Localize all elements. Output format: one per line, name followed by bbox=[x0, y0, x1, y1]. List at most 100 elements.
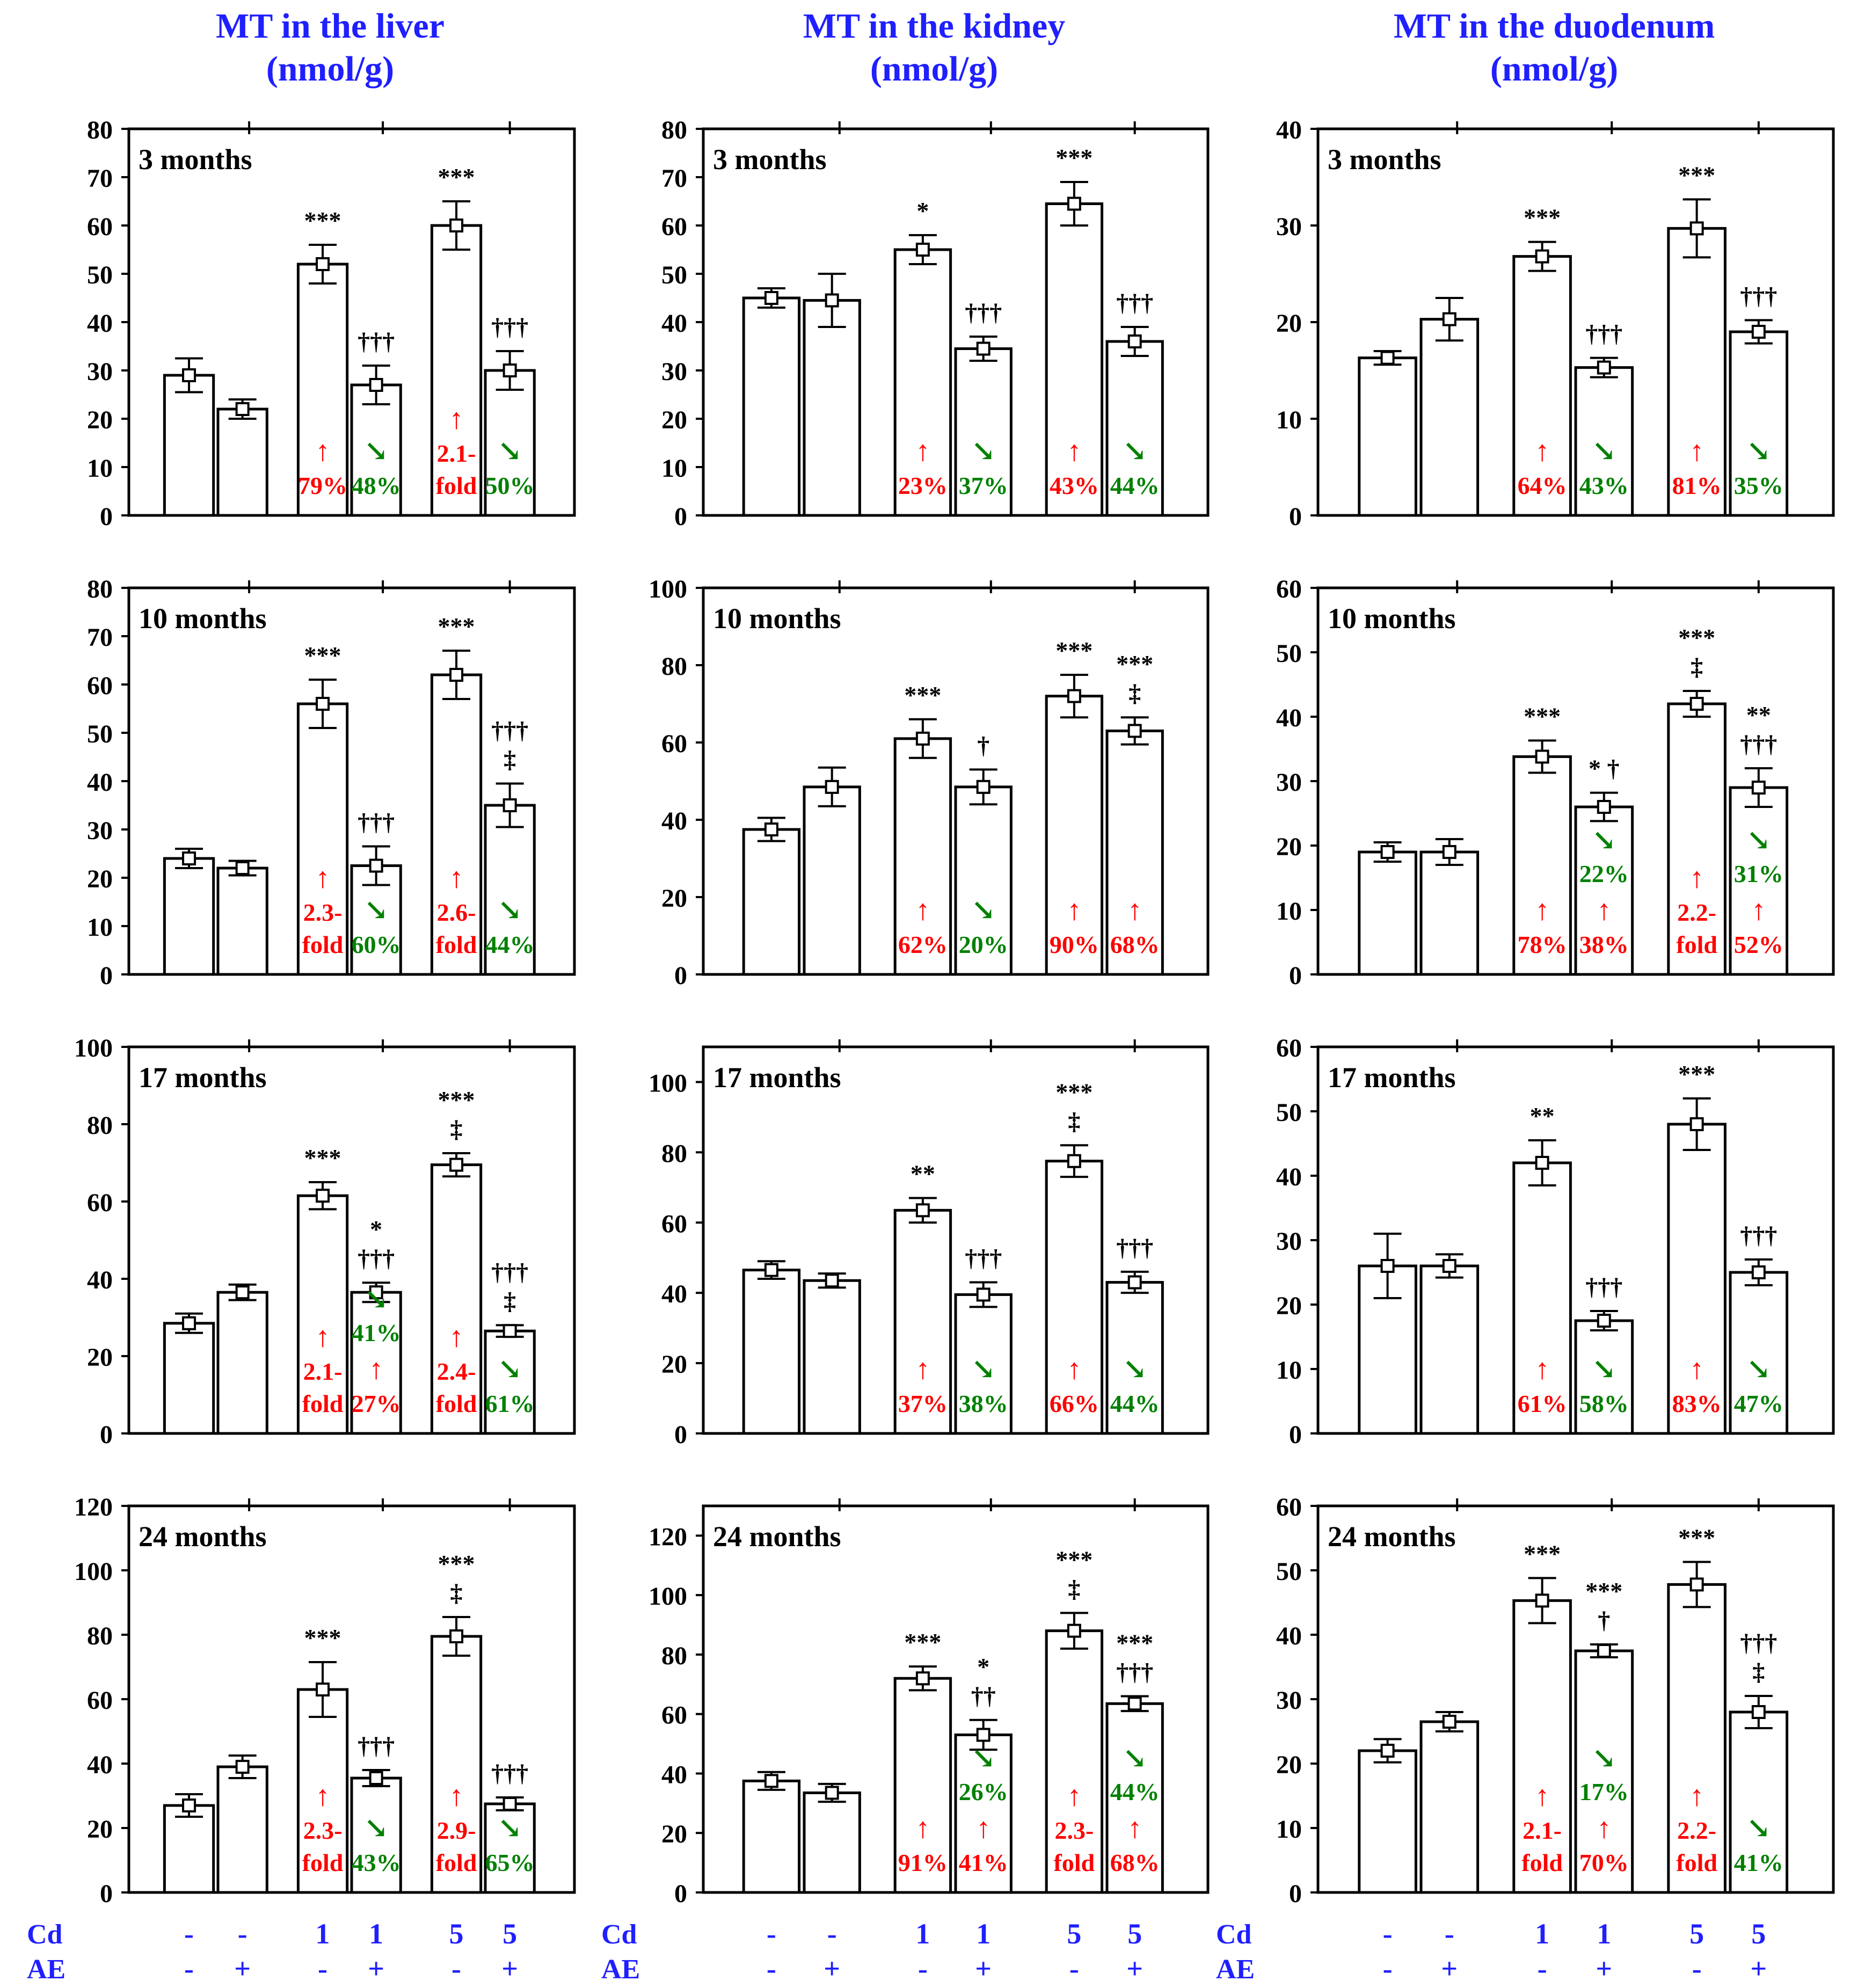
chart-kidney-17months-change-label-5-0: 44% bbox=[1110, 1390, 1160, 1417]
chart-liver-3months-mean-marker-5 bbox=[502, 363, 517, 377]
chart-duodenum-17months-ytick-label-5: 50 bbox=[1276, 1098, 1302, 1127]
chart-duodenum-17months-period-label: 17 months bbox=[1328, 1061, 1456, 1094]
chart-liver-10months-ytick-label-5: 50 bbox=[87, 720, 113, 748]
chart-duodenum-3months-ytick-label-1: 10 bbox=[1276, 406, 1302, 434]
chart-kidney-3months-bar-1 bbox=[803, 299, 861, 517]
chart-liver-3months-ytick-label-4: 40 bbox=[87, 309, 113, 338]
chart-duodenum-3months-significance-3-0: ††† bbox=[1585, 320, 1622, 347]
chart-duodenum-24months-bar-1 bbox=[1419, 1720, 1480, 1894]
chart-liver-10months-mean-marker-3 bbox=[369, 858, 383, 873]
chart-liver-10months-arrow-down-icon-3: ↘ bbox=[364, 894, 388, 926]
chart-kidney-24months-cd-dose-3: 1 bbox=[976, 1918, 990, 1950]
chart-kidney-17months-bar-3 bbox=[954, 1293, 1013, 1435]
chart-duodenum-3months-arrow-down-icon-5: ↘ bbox=[1746, 435, 1771, 467]
chart-liver-24months-bar-4 bbox=[430, 1635, 483, 1894]
chart-liver-24months-cd-dose-3: 1 bbox=[369, 1918, 383, 1950]
chart-liver-17months-significance-2-0: *** bbox=[304, 1144, 341, 1171]
chart-liver-17months-ytick-label-1: 20 bbox=[87, 1343, 113, 1372]
chart-duodenum-3months-mean-marker-1 bbox=[1442, 312, 1456, 326]
chart-liver-10months-ytick-label-8: 80 bbox=[87, 575, 113, 603]
chart-duodenum-24months-change-label-2-1: fold bbox=[1521, 1849, 1563, 1876]
chart-liver-3months-mean-marker-1 bbox=[235, 402, 250, 416]
chart-duodenum-3months-change-label-3-0: 43% bbox=[1579, 472, 1629, 499]
chart-liver-17months-ytick-label-0: 0 bbox=[100, 1421, 113, 1449]
column-subtitle-0: (nmol/g) bbox=[266, 49, 394, 89]
chart-duodenum-10months-mean-marker-5 bbox=[1751, 781, 1766, 795]
chart-liver-24months-arrow-up-icon-4: ↑ bbox=[449, 1780, 464, 1812]
chart-liver-10months-ytick-label-4: 40 bbox=[87, 768, 113, 797]
chart-kidney-24months-significance-4-1: ‡ bbox=[1068, 1575, 1080, 1602]
chart-kidney-17months-arrow-up-icon-4: ↑ bbox=[1067, 1353, 1081, 1385]
chart-kidney-24months-ytick-label-0: 0 bbox=[674, 1880, 687, 1908]
chart-liver-17months-significance-4-0: *** bbox=[438, 1086, 475, 1113]
chart-kidney-10months-mean-marker-4 bbox=[1067, 689, 1081, 703]
chart-liver-3months-arrow-up-icon-4: ↑ bbox=[449, 403, 464, 435]
chart-liver-24months-ae-row-label: AE bbox=[27, 1954, 65, 1985]
chart-liver-24months-cd-dose-2: 1 bbox=[316, 1918, 330, 1950]
chart-kidney-3months-bar-0 bbox=[742, 296, 801, 517]
chart-duodenum-24months-ae-row-label: AE bbox=[1216, 1954, 1255, 1985]
chart-duodenum-17months-arrow-down-icon-5: ↘ bbox=[1746, 1353, 1771, 1385]
chart-kidney-17months-ytick-label-3: 60 bbox=[661, 1210, 687, 1238]
chart-kidney-10months-change-label-3-0: 20% bbox=[959, 931, 1008, 958]
chart-duodenum-3months-ytick-label-2: 20 bbox=[1276, 309, 1302, 338]
chart-kidney-10months-arrow-up-icon-2: ↑ bbox=[915, 894, 930, 926]
chart-kidney-3months-bar-4 bbox=[1045, 202, 1104, 517]
chart-kidney-24months-significance-5-1: ††† bbox=[1116, 1658, 1153, 1685]
chart-liver-24months-period-label: 24 months bbox=[139, 1520, 267, 1553]
chart-kidney-24months-bar-4 bbox=[1045, 1629, 1104, 1894]
chart-liver-10months-bar-4 bbox=[430, 673, 483, 976]
chart-liver-3months-ytick-label-5: 50 bbox=[87, 261, 113, 289]
chart-kidney-10months-ytick-label-3: 60 bbox=[661, 730, 687, 758]
chart-duodenum-24months-change-label-2-0: 2.1- bbox=[1523, 1817, 1562, 1844]
chart-kidney-24months-ytick-label-2: 40 bbox=[661, 1760, 687, 1789]
chart-kidney-24months-ae-flag-0: - bbox=[767, 1953, 776, 1985]
column-subtitle-2: (nmol/g) bbox=[1490, 49, 1618, 89]
chart-kidney-17months-mean-marker-3 bbox=[976, 1287, 990, 1302]
chart-kidney-24months-bar-5 bbox=[1105, 1702, 1164, 1894]
chart-liver-10months-change-label-4-0: 2.6- bbox=[437, 899, 476, 926]
chart-kidney-10months-change-label-5-0: 68% bbox=[1110, 931, 1160, 958]
chart-kidney-10months-bar-2 bbox=[893, 737, 952, 976]
chart-kidney-10months-ytick-label-0: 0 bbox=[674, 962, 687, 990]
chart-duodenum-3months-ytick-label-3: 30 bbox=[1276, 213, 1302, 241]
chart-duodenum-24months-arrow-down-icon-pre-3: ↘ bbox=[1592, 1742, 1616, 1774]
chart-liver-10months-period-label: 10 months bbox=[139, 602, 267, 635]
chart-liver-10months-significance-4-0: *** bbox=[438, 613, 475, 640]
chart-kidney-17months-mean-marker-4 bbox=[1067, 1154, 1081, 1168]
chart-kidney-10months-significance-5-1: ‡ bbox=[1128, 679, 1141, 707]
chart-liver-24months-ae-flag-3: + bbox=[368, 1953, 384, 1985]
chart-duodenum-17months-change-label-5-0: 47% bbox=[1734, 1390, 1783, 1417]
chart-kidney-24months-ae-flag-4: - bbox=[1069, 1953, 1079, 1985]
chart-kidney-24months-period-label: 24 months bbox=[713, 1520, 841, 1553]
chart-liver-10months-arrow-up-icon-4: ↑ bbox=[449, 862, 464, 894]
chart-kidney-17months-significance-4-1: ‡ bbox=[1068, 1107, 1080, 1134]
chart-duodenum-10months-bar-5 bbox=[1729, 786, 1789, 976]
chart-duodenum-17months-bar-4 bbox=[1667, 1123, 1727, 1435]
chart-liver-3months-significance-4-0: *** bbox=[438, 163, 475, 191]
chart-duodenum-10months-significance-4-1: ‡ bbox=[1691, 653, 1703, 680]
chart-kidney-3months-significance-5-0: ††† bbox=[1116, 289, 1153, 316]
chart-duodenum-10months-significance-4-0: *** bbox=[1678, 624, 1715, 651]
chart-liver-24months-change-label-5-0: 65% bbox=[485, 1849, 535, 1876]
chart-liver-10months-significance-2-0: *** bbox=[304, 642, 341, 669]
chart-duodenum-24months-mean-marker-2 bbox=[1535, 1593, 1549, 1608]
chart-duodenum-10months-ytick-label-3: 30 bbox=[1276, 768, 1302, 797]
chart-kidney-17months-arrow-down-icon-3: ↘ bbox=[971, 1353, 995, 1385]
chart-liver-3months-ytick-label-3: 30 bbox=[87, 358, 113, 386]
chart-duodenum-24months-arrow-up-icon-3: ↑ bbox=[1597, 1812, 1611, 1844]
chart-duodenum-24months-significance-3-0: *** bbox=[1585, 1577, 1622, 1605]
chart-liver-10months-change-label-4-1: fold bbox=[436, 931, 477, 958]
chart-liver-24months-significance-3-0: ††† bbox=[358, 1732, 395, 1759]
chart-kidney-24months-bar-3 bbox=[954, 1733, 1013, 1894]
chart-duodenum-3months-mean-marker-2 bbox=[1535, 249, 1549, 264]
chart-kidney-10months-mean-marker-2 bbox=[915, 731, 930, 746]
chart-kidney-17months-arrow-down-icon-5: ↘ bbox=[1123, 1353, 1147, 1385]
chart-liver-10months-ytick-label-0: 0 bbox=[100, 962, 113, 990]
chart-duodenum-10months-change-label-5-0: 52% bbox=[1734, 931, 1783, 958]
chart-liver-3months-arrow-down-icon-5: ↘ bbox=[498, 435, 522, 467]
chart-kidney-3months-ytick-label-5: 50 bbox=[661, 261, 687, 289]
chart-duodenum-3months-period-label: 3 months bbox=[1328, 143, 1441, 176]
chart-duodenum-24months-cd-dose-0: - bbox=[1383, 1918, 1393, 1950]
chart-duodenum-10months-change-label-4-1: fold bbox=[1676, 931, 1717, 958]
